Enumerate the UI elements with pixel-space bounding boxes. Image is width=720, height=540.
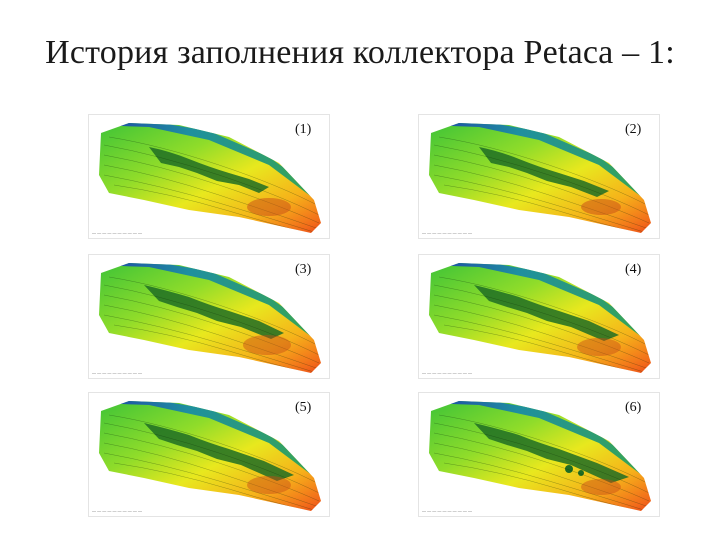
slide-title: История заполнения коллектора Petaca – 1… — [45, 34, 675, 71]
map-panel-3: (3) — — — — — — — — — — — [88, 254, 330, 379]
panel-caption: — — — — — — — — — — — [422, 370, 473, 375]
panel-label: (2) — [625, 122, 642, 137]
reservoir-map-3 — [99, 263, 321, 373]
panel-label: (3) — [295, 262, 312, 277]
map-panel-6: (6) — — — — — — — — — — — [418, 392, 660, 517]
map-panel-4: (4) — — — — — — — — — — — [418, 254, 660, 379]
panel-caption: — — — — — — — — — — — [92, 230, 143, 235]
reservoir-map-1 — [99, 123, 321, 233]
panel-label: (5) — [295, 400, 312, 415]
panel-caption: — — — — — — — — — — — [422, 230, 473, 235]
map-panel-2: (2) — — — — — — — — — — — [418, 114, 660, 239]
panel-caption: — — — — — — — — — — — [92, 508, 143, 513]
reservoir-map-5 — [99, 401, 321, 511]
panel-label: (4) — [625, 262, 642, 277]
panel-label: (6) — [625, 400, 642, 415]
map-panel-5: (5) — — — — — — — — — — — [88, 392, 330, 517]
map-panel-1: (1) — — — — — — — — — — — [88, 114, 330, 239]
reservoir-map-4 — [429, 263, 651, 373]
panel-caption: — — — — — — — — — — — [422, 508, 473, 513]
panel-label: (1) — [295, 122, 312, 137]
panel-caption: — — — — — — — — — — — [92, 370, 143, 375]
reservoir-map-6 — [429, 401, 651, 511]
reservoir-map-2 — [429, 123, 651, 233]
